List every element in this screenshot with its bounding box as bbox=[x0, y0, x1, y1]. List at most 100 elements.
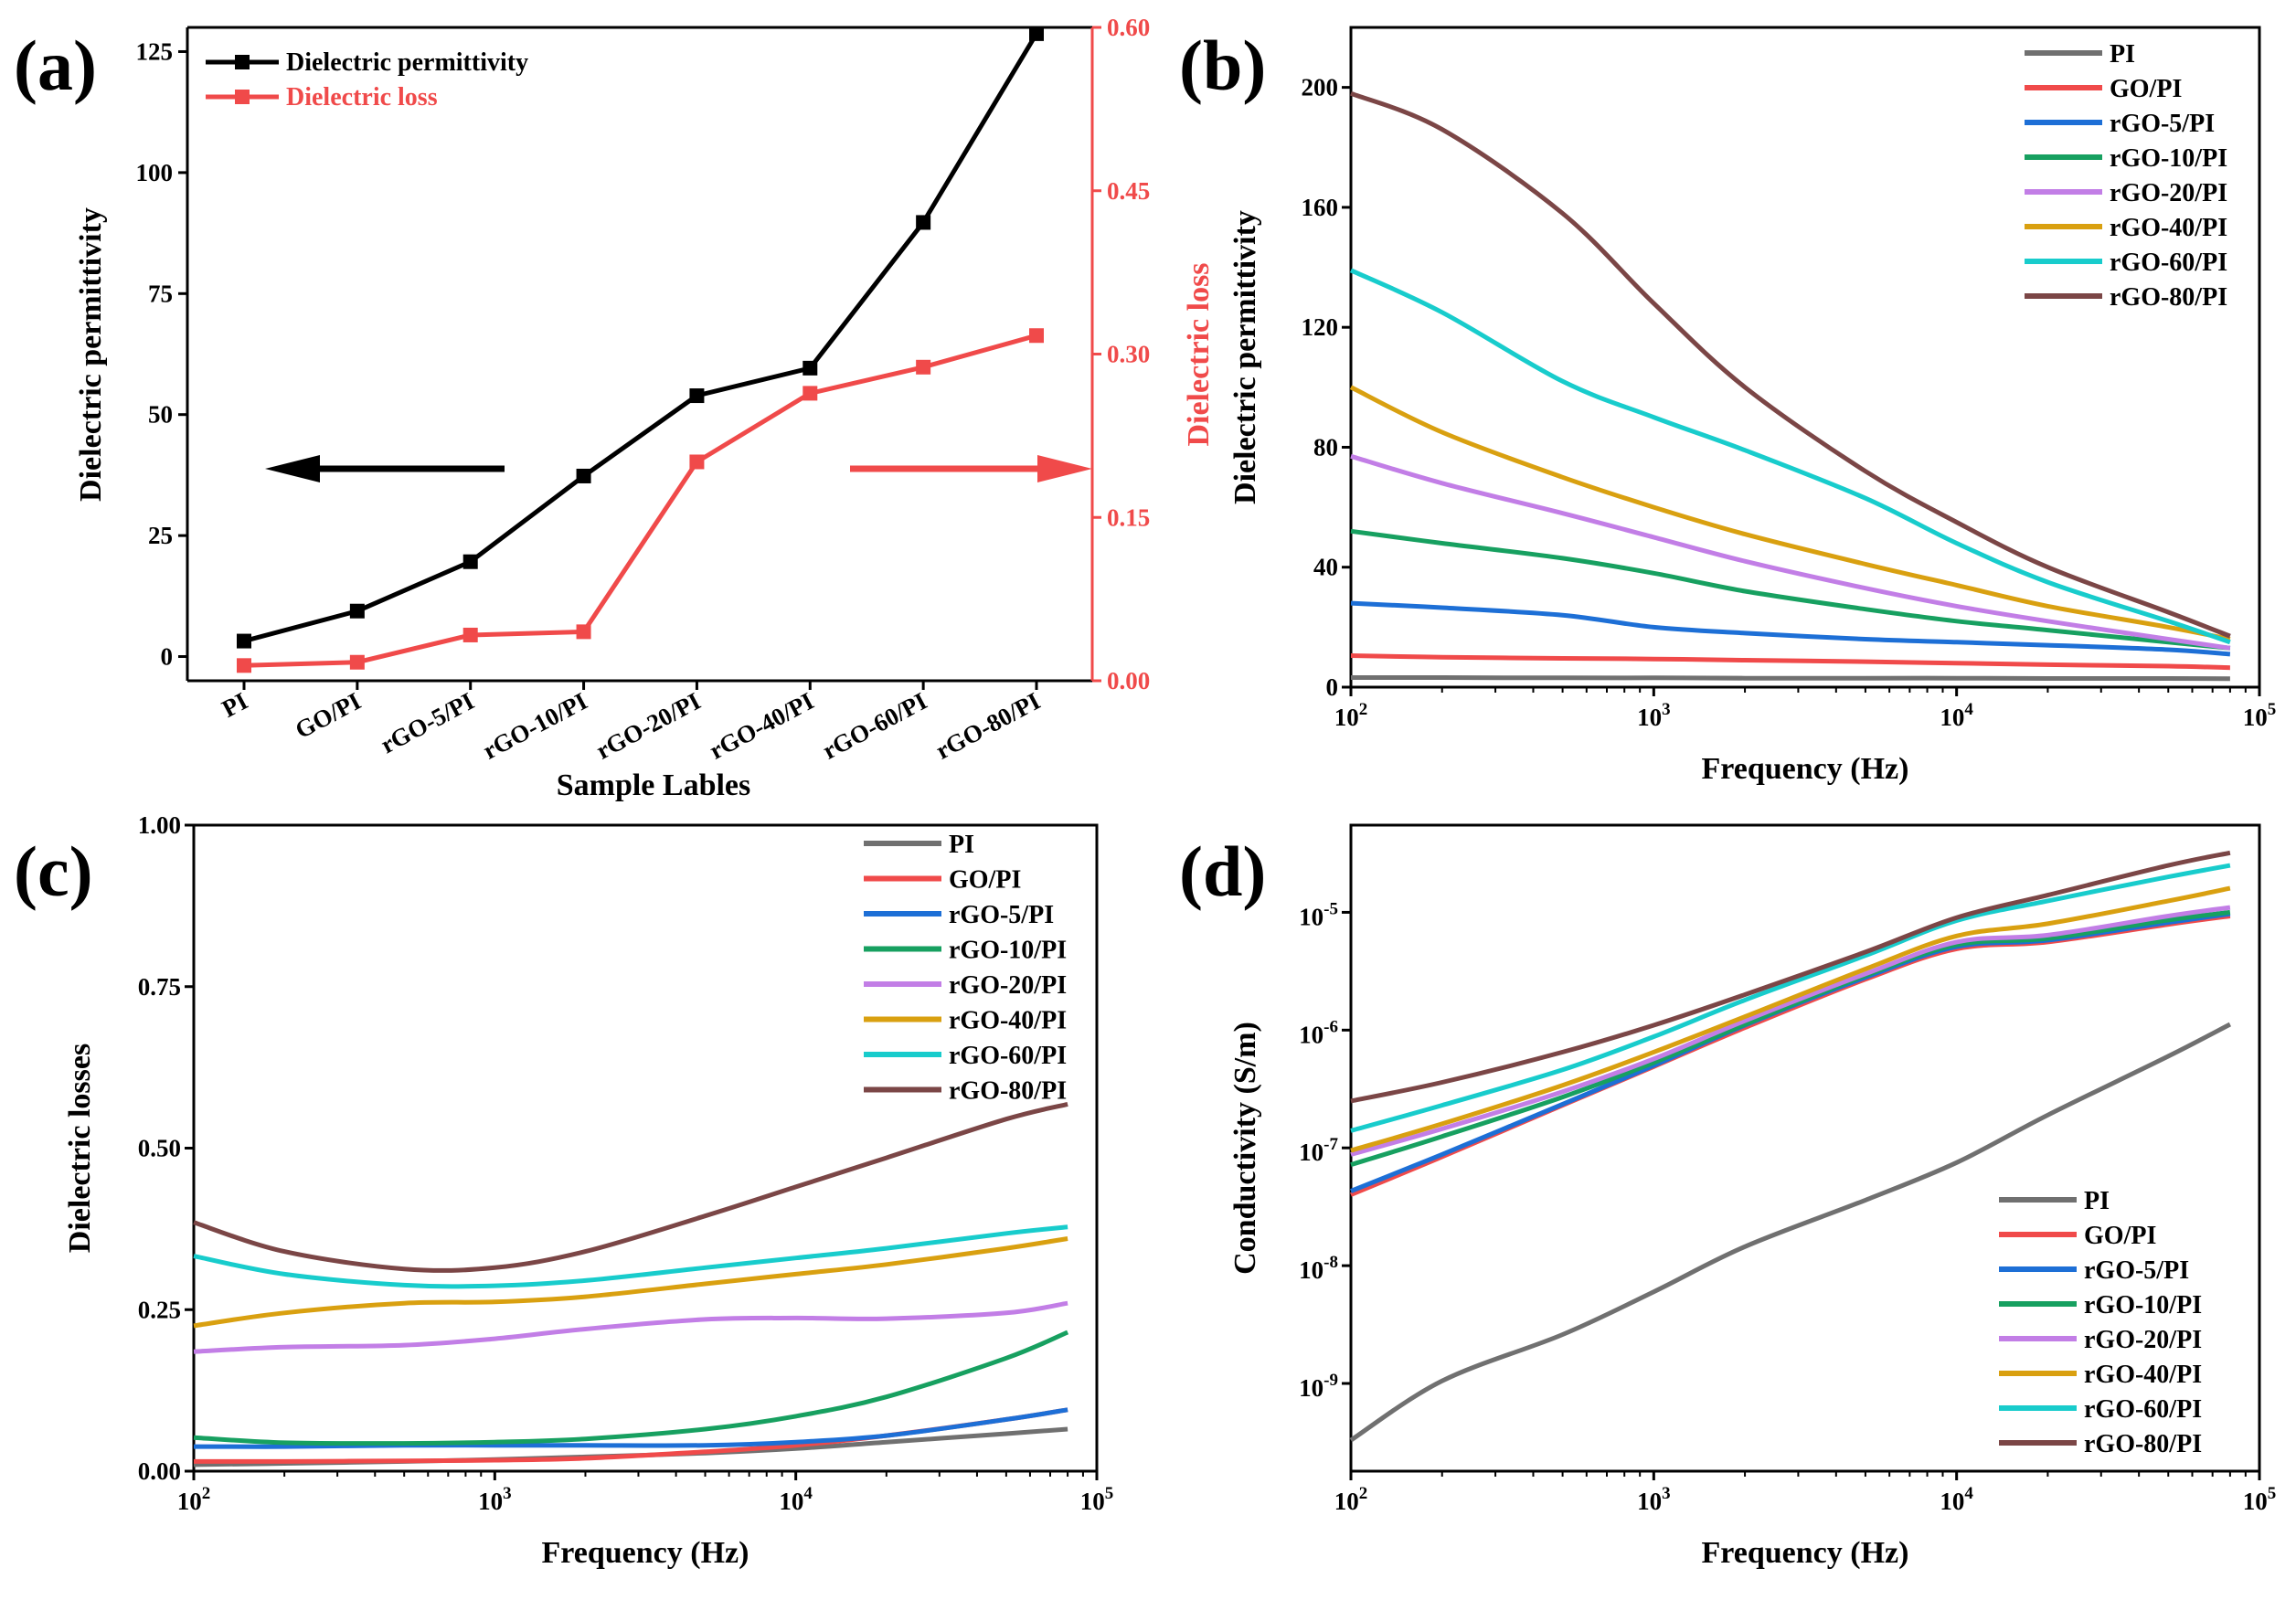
legend-label: rGO-40/PI bbox=[2110, 214, 2227, 242]
legend-label: Dielectric permittivity bbox=[286, 48, 528, 77]
x-tick-label: rGO-5/PI bbox=[376, 687, 478, 759]
data-point bbox=[462, 554, 478, 569]
legend-label: rGO-60/PI bbox=[949, 1042, 1067, 1070]
y-tick-label: 25 bbox=[148, 522, 173, 549]
series-line-pi bbox=[1349, 1022, 2232, 1443]
panel-c: 102 103 104 105 0.00 0.25 0.50 0.75 1.00 Frequenc… bbox=[14, 811, 1113, 1570]
y-tick-label: 10-7 bbox=[1299, 1135, 1338, 1166]
y-right-axis-title: Dielectric loss bbox=[1182, 262, 1216, 446]
legend-label: rGO-40/PI bbox=[2084, 1361, 2202, 1389]
data-point bbox=[916, 215, 931, 230]
x-tick-label: rGO-20/PI bbox=[591, 687, 705, 765]
panel-label: (d) bbox=[1179, 832, 1266, 911]
x-axis-title: Frequency (Hz) bbox=[1702, 752, 1909, 786]
x-tick-label: 105 bbox=[2243, 700, 2277, 731]
legend-label: Dielectric loss bbox=[286, 83, 438, 111]
series-line-rgo-20-pi bbox=[1350, 453, 2231, 651]
x-axis-title: Frequency (Hz) bbox=[542, 1536, 749, 1570]
data-point bbox=[349, 654, 365, 670]
data-point bbox=[576, 624, 591, 640]
legend-label: rGO-60/PI bbox=[2084, 1395, 2202, 1424]
right-arrow-icon bbox=[1037, 455, 1092, 482]
legend-label: GO/PI bbox=[949, 866, 1021, 895]
x-tick-label: 104 bbox=[1940, 1484, 1973, 1515]
legend-label: GO/PI bbox=[2110, 75, 2182, 103]
x-tick-label: 103 bbox=[478, 1484, 512, 1515]
legend-label: rGO-40/PI bbox=[949, 1007, 1067, 1035]
legend-label: GO/PI bbox=[2084, 1222, 2156, 1250]
x-tick-label: 102 bbox=[1334, 1484, 1368, 1515]
legend-label: rGO-80/PI bbox=[2084, 1430, 2202, 1458]
y-axis-title: Dielectric permittivity bbox=[1228, 210, 1262, 504]
plot-frame bbox=[1349, 26, 2261, 689]
x-tick-label: 102 bbox=[177, 1484, 211, 1515]
y-tick-label: 40 bbox=[1313, 554, 1338, 581]
y-right-tick-label: 0.15 bbox=[1107, 503, 1150, 531]
y-right-tick-label: 0.45 bbox=[1107, 177, 1150, 205]
series-line-rgo-20-pi bbox=[1350, 905, 2231, 1157]
data-point bbox=[576, 468, 591, 483]
data-point bbox=[237, 658, 251, 673]
y-right-tick-label: 0.30 bbox=[1107, 341, 1150, 368]
series-line-rgo-10-pi bbox=[193, 1330, 1069, 1446]
y-tick-label: 0.50 bbox=[138, 1135, 181, 1162]
data-point bbox=[237, 633, 251, 649]
legend-marker bbox=[235, 90, 250, 104]
y-tick-label: 120 bbox=[1302, 313, 1339, 341]
y-axis-title: Dielectric permittivity bbox=[74, 207, 108, 502]
series-line-rgo-80-pi bbox=[1350, 850, 2231, 1104]
y-tick-label: 0.00 bbox=[138, 1457, 181, 1485]
data-point bbox=[1029, 26, 1044, 41]
legend-label: rGO-10/PI bbox=[2084, 1291, 2202, 1319]
legend-label: rGO-80/PI bbox=[2110, 283, 2227, 312]
series-line-dielectric-permittivity bbox=[243, 32, 1039, 644]
x-tick-label: 104 bbox=[779, 1484, 813, 1515]
y-tick-label: 0 bbox=[161, 643, 174, 671]
series-line-rgo-10-pi bbox=[1350, 528, 2231, 651]
series-line-rgo-40-pi bbox=[193, 1236, 1068, 1329]
x-tick-label: 102 bbox=[1334, 700, 1368, 731]
x-axis-title: Sample Lables bbox=[557, 768, 751, 802]
series-line-rgo-60-pi bbox=[1350, 863, 2231, 1133]
x-tick-label: 103 bbox=[1637, 1484, 1671, 1515]
legend-label: PI bbox=[949, 831, 974, 859]
y-axis-title: Dielectric losses bbox=[63, 1044, 97, 1253]
legend-label: rGO-60/PI bbox=[2110, 249, 2227, 277]
data-point bbox=[803, 360, 818, 376]
legend-label: rGO-20/PI bbox=[2084, 1326, 2202, 1354]
series-line-rgo-80-pi bbox=[193, 1101, 1068, 1273]
x-tick-label: rGO-10/PI bbox=[478, 687, 591, 765]
series-line-rgo-40-pi bbox=[1350, 885, 2231, 1153]
data-point bbox=[462, 627, 478, 642]
y-tick-label: 0.75 bbox=[138, 973, 181, 1001]
panel-label: (a) bbox=[14, 26, 97, 105]
legend-label: rGO-80/PI bbox=[949, 1077, 1067, 1106]
legend-label: rGO-5/PI bbox=[2110, 110, 2215, 138]
panel-label: (b) bbox=[1179, 26, 1266, 105]
x-tick-label: 105 bbox=[1080, 1484, 1114, 1515]
series-line-rgo-10-pi bbox=[1350, 909, 2231, 1167]
legend-label: rGO-5/PI bbox=[949, 901, 1054, 929]
x-axis-title: Frequency (Hz) bbox=[1702, 1536, 1909, 1570]
y-tick-label: 50 bbox=[148, 401, 173, 429]
x-tick-label: GO/PI bbox=[291, 687, 366, 744]
series-line-rgo-60-pi bbox=[193, 1224, 1068, 1289]
series-line-rgo-5-pi bbox=[1350, 911, 2231, 1193]
y-tick-label: 0.25 bbox=[138, 1296, 181, 1323]
x-tick-label: rGO-80/PI bbox=[931, 687, 1045, 765]
series-line-dielectric-loss bbox=[243, 333, 1037, 668]
legend-label: rGO-10/PI bbox=[2110, 144, 2227, 173]
y-tick-label: 100 bbox=[136, 159, 174, 186]
x-tick-label: 104 bbox=[1940, 700, 1973, 731]
data-point bbox=[689, 454, 705, 470]
series-line-go-pi bbox=[1350, 653, 2230, 671]
x-tick-label: 105 bbox=[2243, 1484, 2277, 1515]
series-line-rgo-80-pi bbox=[1350, 90, 2231, 639]
legend-label: rGO-5/PI bbox=[2084, 1256, 2189, 1285]
legend-label: rGO-20/PI bbox=[949, 971, 1067, 1000]
y-tick-label: 200 bbox=[1302, 74, 1339, 101]
series-line-rgo-20-pi bbox=[193, 1300, 1068, 1354]
y-tick-label: 80 bbox=[1313, 433, 1338, 461]
legend-marker bbox=[235, 55, 250, 69]
